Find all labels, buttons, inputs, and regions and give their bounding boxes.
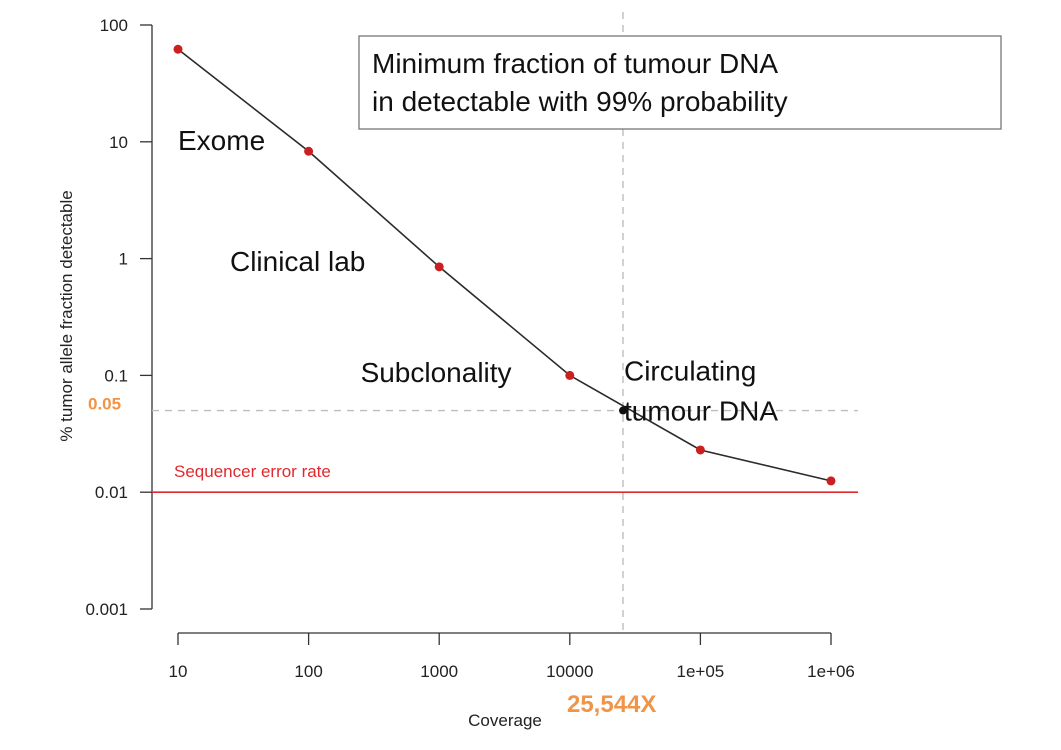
series-line [177,48,832,482]
x-tick-label: 1e+05 [677,662,725,681]
reference-line-label: 25,544X [567,691,656,718]
data-point [565,370,575,380]
data-point [826,476,836,486]
y-tick-label: 0.01 [95,483,128,502]
legend-box [358,35,1002,130]
reference-line-label: Sequencer error rate [174,462,331,481]
data-point [173,44,183,54]
x-axis-label: Coverage [468,711,542,730]
annotation-label: tumour DNA [624,396,778,427]
legend-box-line: Minimum fraction of tumour DNA [372,48,778,79]
y-tick-label: 0.1 [104,366,128,385]
data-point [434,262,444,272]
y-tick-label: 0.001 [85,600,128,619]
annotation-label: Subclonality [361,357,512,388]
x-tick-label: 100 [294,662,322,681]
highlight-point [618,406,627,415]
y-tick-label: 10 [109,133,128,152]
legend-box-line: in detectable with 99% probability [372,86,788,117]
annotation-label: Clinical lab [230,246,365,277]
y-axis-label: % tumor allele fraction detectable [57,190,76,441]
reference-line-label: 0.05 [88,395,121,414]
annotation-label: Circulating [624,356,756,387]
x-tick-label: 10 [169,662,188,681]
data-point [304,146,314,156]
data-point [695,445,705,455]
y-tick-label: 100 [100,16,128,35]
annotation-label: Exome [178,125,265,156]
x-tick-label: 1000 [420,662,458,681]
y-tick-label: 1 [119,250,128,269]
x-tick-label: 10000 [546,662,593,681]
x-tick-label: 1e+06 [807,662,855,681]
